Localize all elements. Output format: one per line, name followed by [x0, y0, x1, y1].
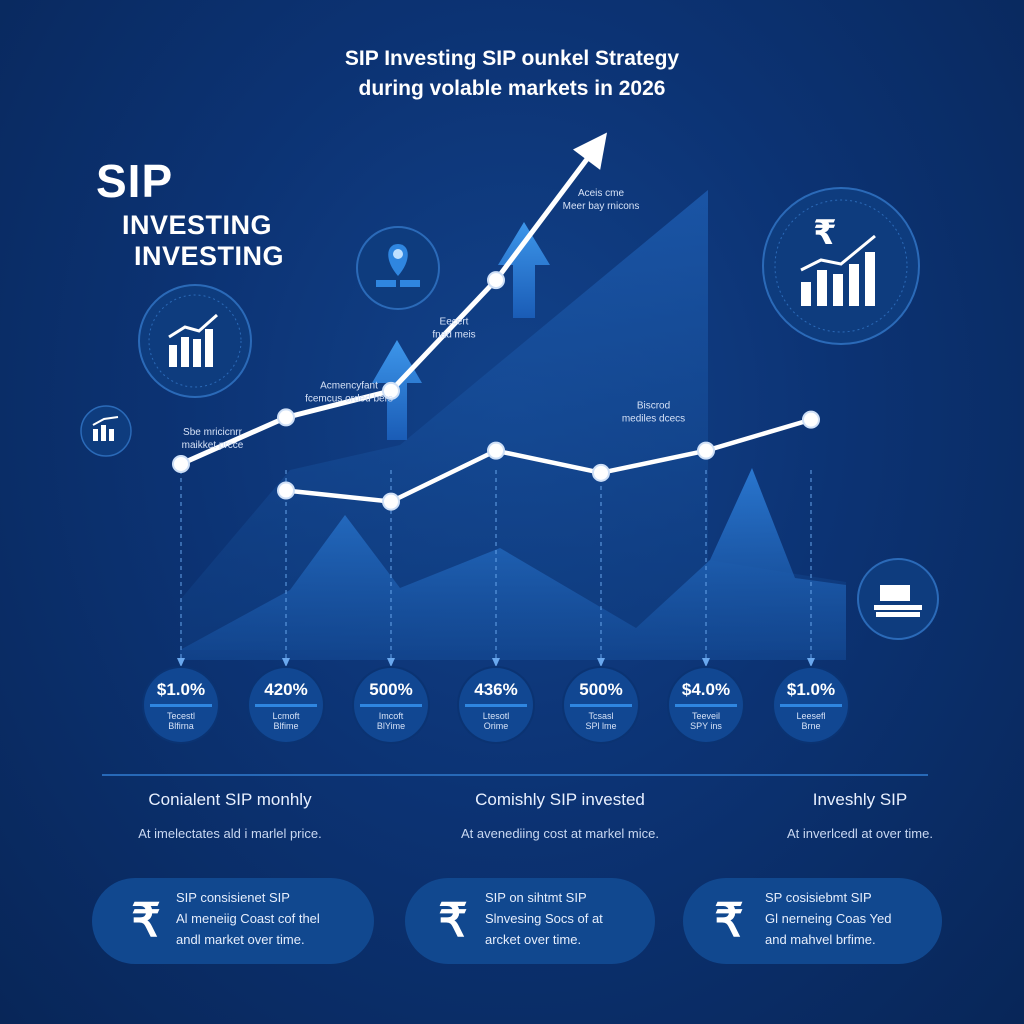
badge-bar — [360, 704, 422, 707]
badge-bar — [780, 704, 842, 707]
value-badge: 500% Imcoft BlYime — [354, 668, 428, 742]
brand-line-3: INVESTING — [134, 241, 285, 271]
annotation-5: Biscrod mediles dcecs — [622, 401, 685, 425]
drop-arrow — [387, 658, 395, 667]
drop-arrow — [807, 658, 815, 667]
annotation-4: Aceis cme Meer bay rnicons — [563, 188, 640, 212]
growth-bars-icon — [138, 284, 252, 398]
drop-arrow — [282, 658, 290, 667]
up-arrow-large — [498, 222, 550, 318]
badge-value: $1.0% — [156, 680, 206, 699]
annotation-1: Sbe mricicnrr maikket prcce — [182, 427, 244, 451]
value-badge: $1.0% Tecestl Blfirna — [144, 668, 218, 742]
badge-label: Ltesotl Orime — [482, 711, 510, 732]
badge-value: $1.0% — [786, 680, 836, 699]
series-2-point — [277, 481, 295, 500]
brand-line-2: INVESTING — [122, 210, 273, 240]
info-card-1: ₹ SIP consisienet SIP Al meneiig Coast c… — [92, 878, 374, 964]
series-2-point — [592, 463, 610, 482]
annotation-layer: Sbe mricicnrr maikket prcce Acmencyfant fce… — [182, 188, 686, 451]
brand-block: SIP INVESTING INVESTING — [96, 158, 284, 270]
column-1: Conialent SIP monhly At imelectates ald … — [80, 790, 380, 841]
badge-bar — [150, 704, 212, 707]
series-2-line — [283, 417, 814, 504]
badge-value: 436% — [474, 680, 518, 699]
badge-bar — [465, 704, 527, 707]
badge-bar — [675, 704, 737, 707]
svg-text:₹: ₹ — [813, 213, 837, 253]
drop-arrow — [177, 658, 185, 667]
badge-bar — [255, 704, 317, 707]
location-book-icon — [356, 226, 440, 310]
series-1-point — [172, 454, 190, 473]
badge-label: Teeveil SPY ins — [690, 711, 722, 732]
badge-value: 500% — [579, 680, 623, 699]
rupee-icon: ₹ — [131, 894, 161, 946]
card-3-line-3: and mahvel brfime. — [765, 931, 876, 947]
drop-arrow — [597, 658, 605, 667]
series-2-point — [802, 410, 820, 429]
card-3-line-2: Gl nerneing Coas Yed — [765, 910, 892, 926]
drop-arrow — [702, 658, 710, 667]
badge-label: Tcsasl SPl lme — [585, 711, 617, 732]
badge-value: $4.0% — [681, 680, 731, 699]
value-badge: 436% Ltesotl Orime — [459, 668, 533, 742]
badge-label: Tecestl Blfirna — [166, 711, 195, 732]
value-badge: 500% Tcsasl SPl lme — [564, 668, 638, 742]
column-3-heading: Inveshly SIP — [812, 790, 908, 809]
column-3: Inveshly SIP At inverlcedl at over time. — [750, 790, 970, 841]
drop-arrow — [492, 658, 500, 667]
series-1-point — [277, 408, 295, 427]
column-1-sub: At imelectates ald i marlel price. — [138, 826, 322, 841]
card-3-text: SP cosisiebmt SIP Gl nerneing Coas Yed a… — [765, 888, 891, 950]
value-badge: $1.0% Leesefl Brne — [774, 668, 848, 742]
title-line-1: SIP Investing SIP ounkel Strategy — [344, 47, 680, 70]
card-2-line-3: arcket over time. — [485, 931, 582, 947]
brand-line-1: SIP — [96, 155, 174, 207]
info-card-2: ₹ SIP on sihtmt SIP Slnvesing Socs of at… — [405, 878, 655, 964]
series-1-point — [382, 381, 400, 400]
value-badge: 420% Lcmoft Blfime — [249, 668, 323, 742]
annotation-2: Acmencyfant fcemcus orded bers — [305, 381, 393, 405]
rupee-icon: ₹ — [714, 894, 744, 946]
series-2-point — [382, 492, 400, 511]
badge-label: Lcmoft Blfime — [272, 711, 300, 732]
info-card-3: ₹ SP cosisiebmt SIP Gl nerneing Coas Yed… — [683, 878, 942, 964]
card-3-line-1: SP cosisiebmt SIP — [765, 890, 872, 905]
page-title: SIP Investing SIP ounkel Strategy during… — [0, 44, 1024, 105]
series-2-point — [697, 441, 715, 460]
card-2-text: SIP on sihtmt SIP Slnvesing Socs of at a… — [485, 888, 603, 950]
value-drop-lines — [177, 470, 815, 667]
card-1-text: SIP consisienet SIP Al meneiig Coast cof… — [176, 888, 320, 950]
divider — [102, 774, 928, 776]
column-2: Comishly SIP invested At avenediing cost… — [400, 790, 720, 841]
badge-value: 500% — [369, 680, 413, 699]
series-layer — [172, 132, 820, 511]
column-1-heading: Conialent SIP monhly — [148, 790, 312, 809]
annotation-3: Eecert fnad meis — [432, 316, 475, 340]
card-2-line-1: SIP on sihtmt SIP — [485, 890, 587, 905]
column-3-sub: At inverlcedl at over time. — [787, 826, 933, 841]
rupee-growth-icon: ₹ — [762, 187, 920, 345]
value-badge: $4.0% Teeveil SPY ins — [669, 668, 743, 742]
series-1-arrowhead — [572, 132, 608, 170]
books-icon — [857, 558, 939, 640]
column-2-sub: At avenediing cost at markel mice. — [461, 826, 659, 841]
background-area-mountains — [180, 468, 846, 660]
badge-bar — [570, 704, 632, 707]
rupee-icon: ₹ — [438, 894, 468, 946]
column-2-heading: Comishly SIP invested — [475, 790, 645, 809]
card-1-line-1: SIP consisienet SIP — [176, 890, 290, 905]
series-2-point — [487, 441, 505, 460]
badge-label: Leesefl Brne — [796, 711, 826, 732]
title-line-2: during volable markets in 2026 — [358, 77, 666, 101]
card-1-line-2: Al meneiig Coast cof thel — [176, 910, 320, 926]
small-growth-icon — [80, 405, 132, 457]
badge-label: Imcoft BlYime — [376, 711, 406, 732]
card-1-line-3: andl market over time. — [176, 931, 305, 947]
badge-value: 420% — [264, 680, 308, 699]
card-2-line-2: Slnvesing Socs of at — [485, 910, 603, 926]
series-1-point — [487, 271, 505, 290]
